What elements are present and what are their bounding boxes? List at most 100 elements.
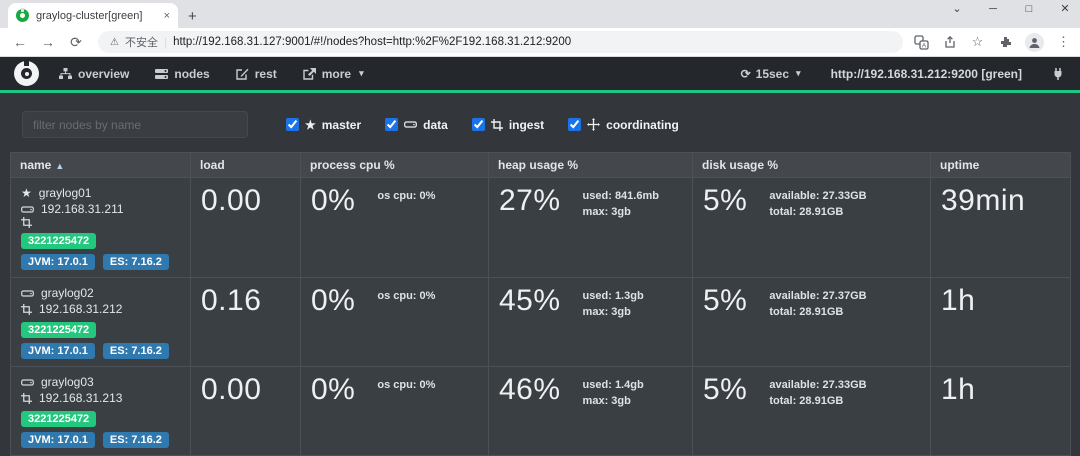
share-icon[interactable] (941, 34, 958, 51)
window-maximize-button[interactable]: □ (1025, 2, 1033, 15)
refresh-icon: ⟳ (740, 66, 751, 81)
extensions-puzzle-icon[interactable] (997, 34, 1014, 51)
node-ip: 192.168.31.213 (39, 391, 123, 405)
master-checkbox[interactable] (286, 118, 299, 131)
load-cell: 0.00 (190, 366, 301, 456)
header-heap[interactable]: heap usage % (488, 152, 693, 178)
arrows-move-icon (587, 118, 601, 131)
disk-available: available: 27.33GB (769, 190, 867, 202)
name-cell: graylog03 192.168.31.213 3221225472 JVM:… (10, 366, 191, 456)
chevron-down-icon: ▾ (796, 68, 801, 78)
reload-button[interactable]: ⟳ (70, 33, 82, 50)
filter-nodes-input[interactable] (22, 111, 248, 138)
crop-icon (490, 118, 503, 131)
profile-avatar[interactable] (1025, 32, 1044, 52)
jvm-badge: JVM: 17.0.1 (21, 343, 95, 359)
name-cell: ★ graylog01 192.168.31.211 3221225472 JVM… (10, 177, 191, 278)
server-icon (155, 68, 169, 79)
security-warning-icon: ⚠ (110, 36, 119, 48)
tab-title: graylog-cluster[green] (36, 9, 143, 22)
header-load[interactable]: load (190, 152, 301, 178)
disk-total: total: 28.91GB (769, 206, 844, 218)
disk-cell: 5% available: 27.33GB total: 28.91GB (692, 177, 931, 278)
refresh-interval-dropdown[interactable]: ⟳ 15sec ▾ (740, 66, 801, 81)
translate-icon[interactable]: A (913, 34, 930, 51)
table-header-row: name ▲ load process cpu % heap usage % di… (10, 152, 1071, 178)
url-text[interactable]: http://192.168.31.127:9001/#!/nodes?host… (173, 36, 572, 48)
master-star-icon: ★ (305, 117, 316, 132)
url-bar[interactable]: ⚠ 不安全 | http://192.168.31.127:9001/#!/no… (98, 31, 903, 53)
window-minimize-button[interactable]: ─ (989, 2, 997, 15)
cpu-cell: 0% os cpu: 0% (300, 277, 489, 367)
os-cpu: os cpu: 0% (377, 190, 436, 202)
disk-available: available: 27.33GB (769, 379, 867, 391)
window-chevron-icon[interactable]: ⌄ (952, 3, 962, 15)
uptime-cell: 1h (930, 277, 1071, 367)
checkbox-coordinating[interactable]: coordinating (568, 118, 679, 132)
nav-item-overview[interactable]: overview (59, 67, 129, 81)
heap-max: max: 3gb (582, 395, 631, 407)
window-close-button[interactable]: ✕ (1060, 3, 1070, 15)
uptime-cell: 39min (930, 177, 1071, 278)
master-star-icon: ★ (21, 186, 32, 200)
nav-item-rest[interactable]: rest (236, 67, 277, 81)
browser-toolbar: ← → ⟳ ⚠ 不安全 | http://192.168.31.127:9001… (0, 28, 1080, 57)
ingest-checkbox[interactable] (471, 118, 485, 131)
hdd-icon (404, 121, 418, 128)
security-warning-label[interactable]: 不安全 (124, 37, 158, 49)
table-row: graylog03 192.168.31.213 3221225472 JVM:… (10, 366, 1071, 456)
data-checkbox[interactable] (385, 118, 399, 131)
tab-close-icon[interactable]: × (163, 9, 170, 22)
cluster-address[interactable]: http://192.168.31.212:9200 [green] (830, 66, 1022, 81)
table-row: graylog02 192.168.31.212 3221225472 JVM:… (10, 277, 1071, 367)
chevron-down-icon: ▾ (359, 68, 364, 78)
heap-used: used: 841.6mb (582, 190, 659, 202)
crop-icon (21, 303, 32, 315)
browser-menu-icon[interactable]: ⋮ (1057, 34, 1070, 49)
app-navbar: overview nodes rest more ▾ ⟳ 15sec ▾ htt… (0, 57, 1080, 90)
header-name[interactable]: name ▲ (10, 152, 191, 178)
browser-tab[interactable]: graylog-cluster[green] × (8, 3, 178, 28)
disk-available: available: 27.37GB (769, 290, 867, 302)
cerebro-logo[interactable] (14, 59, 39, 86)
header-disk[interactable]: disk usage % (692, 152, 931, 178)
url-separator: | (163, 35, 168, 49)
new-tab-button[interactable]: + (188, 8, 197, 25)
pencil-square-icon (236, 68, 249, 80)
sort-asc-icon: ▲ (55, 161, 65, 171)
node-name[interactable]: graylog02 (41, 286, 94, 300)
svg-text:A: A (922, 42, 927, 49)
nav-item-nodes[interactable]: nodes (155, 67, 210, 81)
table-row: ★ graylog01 192.168.31.211 3221225472 JVM… (10, 177, 1071, 278)
checkbox-master[interactable]: ★ master (286, 118, 361, 132)
header-cpu[interactable]: process cpu % (300, 152, 489, 178)
forward-button[interactable]: → (41, 34, 55, 50)
header-uptime[interactable]: uptime (930, 152, 1071, 178)
hdd-icon (21, 378, 34, 386)
os-cpu: os cpu: 0% (377, 379, 436, 391)
crop-icon (21, 217, 32, 228)
disk-total: total: 28.91GB (769, 306, 844, 318)
node-name[interactable]: graylog03 (41, 375, 94, 389)
nav-item-more[interactable]: more ▾ (303, 67, 364, 81)
memory-badge: 3221225472 (21, 322, 97, 338)
load-cell: 0.16 (190, 277, 301, 367)
browser-tab-strip: graylog-cluster[green] × + ⌄ ─ □ ✕ (0, 0, 1080, 28)
filter-row: ★ master data ingest coordinating (0, 93, 1080, 152)
checkbox-ingest[interactable]: ingest (471, 118, 544, 132)
disconnect-plug-icon[interactable] (1052, 67, 1066, 81)
bookmark-star-icon[interactable]: ☆ (971, 34, 984, 49)
checkbox-data[interactable]: data (385, 118, 448, 132)
heap-max: max: 3gb (582, 306, 631, 318)
back-button[interactable]: ← (13, 34, 27, 50)
cpu-cell: 0% os cpu: 0% (300, 366, 489, 456)
heap-cell: 45% used: 1.3gb max: 3gb (488, 277, 693, 367)
os-cpu: os cpu: 0% (377, 290, 436, 302)
heap-max: max: 3gb (582, 206, 631, 218)
es-badge: ES: 7.16.2 (102, 254, 169, 270)
cerebro-favicon (16, 8, 29, 22)
node-name[interactable]: graylog01 (38, 186, 92, 200)
jvm-badge: JVM: 17.0.1 (21, 432, 95, 448)
coordinating-checkbox[interactable] (568, 118, 582, 131)
name-cell: graylog02 192.168.31.212 3221225472 JVM:… (10, 277, 191, 367)
